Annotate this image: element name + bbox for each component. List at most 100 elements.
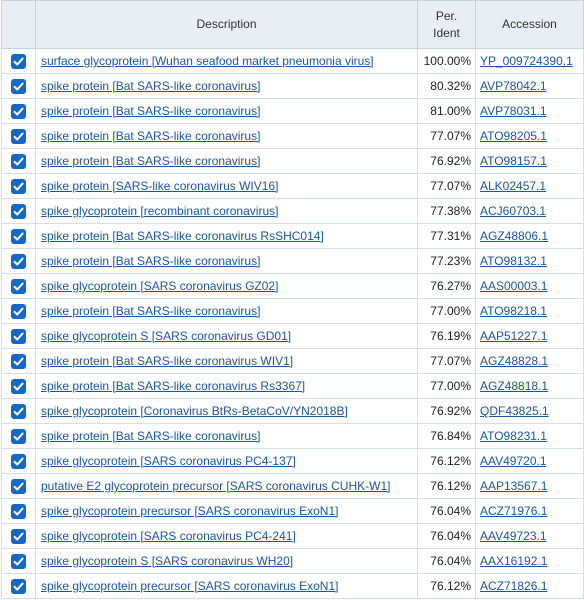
checkbox-checked-icon[interactable] <box>11 128 26 144</box>
accession-link[interactable]: AAV49723.1 <box>480 529 547 543</box>
accession-link[interactable]: ALK02457.1 <box>480 179 547 193</box>
description-cell: spike protein [Bat SARS-like coronavirus… <box>35 223 418 249</box>
table-row: spike protein [Bat SARS-like coronavirus… <box>1 123 584 149</box>
select-cell <box>1 573 36 599</box>
accession-link[interactable]: AAX16192.1 <box>480 554 548 568</box>
description-link[interactable]: spike protein [Bat SARS-like coronavirus… <box>41 304 261 318</box>
per-ident-header-line2: Ident <box>433 25 460 40</box>
accession-link[interactable]: AGZ48828.1 <box>480 354 549 368</box>
select-cell <box>1 148 36 174</box>
description-column-header[interactable]: Description <box>35 0 418 49</box>
checkbox-checked-icon[interactable] <box>11 553 26 569</box>
table-row: spike glycoprotein S [SARS coronavirus G… <box>1 323 584 349</box>
accession-link[interactable]: ATO98218.1 <box>480 304 547 318</box>
description-link[interactable]: spike glycoprotein [recombinant coronavi… <box>41 204 279 218</box>
description-link[interactable]: spike glycoprotein [SARS coronavirus GZ0… <box>41 279 279 293</box>
table-row: spike protein [Bat SARS-like coronavirus… <box>1 223 584 249</box>
description-link[interactable]: putative E2 glycoprotein precursor [SARS… <box>41 479 391 493</box>
description-cell: spike glycoprotein S [SARS coronavirus G… <box>35 323 418 349</box>
accession-cell: AAV49720.1 <box>475 448 584 474</box>
description-link[interactable]: spike glycoprotein [SARS coronavirus PC4… <box>41 454 296 468</box>
accession-link[interactable]: QDF43825.1 <box>480 404 549 418</box>
checkbox-checked-icon[interactable] <box>11 478 26 494</box>
description-link[interactable]: spike protein [Bat SARS-like coronavirus… <box>41 104 261 118</box>
per-ident-header-line1: Per. <box>435 8 458 23</box>
checkbox-checked-icon[interactable] <box>11 153 26 169</box>
accession-cell: ATO98231.1 <box>475 423 584 449</box>
per-ident-value: 76.84% <box>417 423 476 449</box>
accession-link[interactable]: ACZ71976.1 <box>480 504 548 518</box>
table-row: spike protein [Bat SARS-like coronavirus… <box>1 248 584 274</box>
description-link[interactable]: spike glycoprotein [Coronavirus BtRs-Bet… <box>41 404 348 418</box>
select-column-header <box>1 0 36 49</box>
checkbox-checked-icon[interactable] <box>11 178 26 194</box>
accession-link[interactable]: AAP51227.1 <box>480 329 548 343</box>
table-row: spike protein [Bat SARS-like coronavirus… <box>1 348 584 374</box>
checkbox-checked-icon[interactable] <box>11 378 26 394</box>
description-link[interactable]: spike protein [Bat SARS-like coronavirus… <box>41 354 294 368</box>
accession-cell: AAX16192.1 <box>475 548 584 574</box>
checkbox-checked-icon[interactable] <box>11 578 26 594</box>
accession-column-header[interactable]: Accession <box>475 0 584 49</box>
accession-link[interactable]: ATO98205.1 <box>480 129 547 143</box>
accession-link[interactable]: YP_009724390.1 <box>480 54 573 68</box>
per-ident-value: 76.12% <box>417 473 476 499</box>
description-link[interactable]: spike protein [SARS-like coronavirus WIV… <box>41 179 279 193</box>
description-link[interactable]: surface glycoprotein [Wuhan seafood mark… <box>41 54 374 68</box>
description-link[interactable]: spike glycoprotein [SARS coronavirus PC4… <box>41 529 296 543</box>
accession-cell: AVP78042.1 <box>475 73 584 99</box>
accession-cell: AGZ48828.1 <box>475 348 584 374</box>
accession-link[interactable]: ATO98231.1 <box>480 429 547 443</box>
checkbox-checked-icon[interactable] <box>11 253 26 269</box>
checkbox-checked-icon[interactable] <box>11 528 26 544</box>
description-cell: spike glycoprotein precursor [SARS coron… <box>35 498 418 524</box>
per-ident-column-header[interactable]: Per. Ident <box>417 0 476 49</box>
description-link[interactable]: spike glycoprotein S [SARS coronavirus G… <box>41 329 292 343</box>
description-link[interactable]: spike glycoprotein precursor [SARS coron… <box>41 504 339 518</box>
accession-link[interactable]: AGZ48806.1 <box>480 229 549 243</box>
accession-link[interactable]: AVP78042.1 <box>480 79 547 93</box>
description-cell: spike protein [Bat SARS-like coronavirus… <box>35 73 418 99</box>
accession-link[interactable]: AAS00003.1 <box>480 279 548 293</box>
accession-link[interactable]: ACJ60703.1 <box>480 204 547 218</box>
accession-link[interactable]: ATO98132.1 <box>480 254 547 268</box>
accession-link[interactable]: AAP13567.1 <box>480 479 548 493</box>
description-link[interactable]: spike protein [Bat SARS-like coronavirus… <box>41 379 306 393</box>
checkbox-checked-icon[interactable] <box>11 453 26 469</box>
description-link[interactable]: spike glycoprotein precursor [SARS coron… <box>41 579 339 593</box>
accession-link[interactable]: ACZ71826.1 <box>480 579 548 593</box>
accession-link[interactable]: ATO98157.1 <box>480 154 547 168</box>
checkbox-checked-icon[interactable] <box>11 103 26 119</box>
description-link[interactable]: spike protein [Bat SARS-like coronavirus… <box>41 229 324 243</box>
checkbox-checked-icon[interactable] <box>11 403 26 419</box>
description-link[interactable]: spike protein [Bat SARS-like coronavirus… <box>41 79 261 93</box>
description-link[interactable]: spike protein [Bat SARS-like coronavirus… <box>41 254 261 268</box>
description-link[interactable]: spike protein [Bat SARS-like coronavirus… <box>41 154 261 168</box>
accession-cell: ATO98132.1 <box>475 248 584 274</box>
checkbox-checked-icon[interactable] <box>11 353 26 369</box>
checkbox-checked-icon[interactable] <box>11 328 26 344</box>
select-cell <box>1 548 36 574</box>
description-cell: spike glycoprotein precursor [SARS coron… <box>35 573 418 599</box>
checkbox-checked-icon[interactable] <box>11 78 26 94</box>
select-cell <box>1 423 36 449</box>
table-row: spike protein [SARS-like coronavirus WIV… <box>1 173 584 199</box>
checkbox-checked-icon[interactable] <box>11 428 26 444</box>
select-cell <box>1 398 36 424</box>
checkbox-checked-icon[interactable] <box>11 503 26 519</box>
per-ident-value: 76.19% <box>417 323 476 349</box>
per-ident-value: 77.07% <box>417 348 476 374</box>
checkbox-checked-icon[interactable] <box>11 278 26 294</box>
checkbox-checked-icon[interactable] <box>11 53 26 69</box>
checkbox-checked-icon[interactable] <box>11 303 26 319</box>
description-link[interactable]: spike protein [Bat SARS-like coronavirus… <box>41 129 261 143</box>
accession-link[interactable]: AVP78031.1 <box>480 104 547 118</box>
accession-link[interactable]: AAV49720.1 <box>480 454 547 468</box>
select-cell <box>1 523 36 549</box>
description-link[interactable]: spike glycoprotein S [SARS coronavirus W… <box>41 554 294 568</box>
accession-link[interactable]: AGZ48818.1 <box>480 379 549 393</box>
checkbox-checked-icon[interactable] <box>11 203 26 219</box>
description-link[interactable]: spike protein [Bat SARS-like coronavirus… <box>41 429 261 443</box>
checkbox-checked-icon[interactable] <box>11 228 26 244</box>
